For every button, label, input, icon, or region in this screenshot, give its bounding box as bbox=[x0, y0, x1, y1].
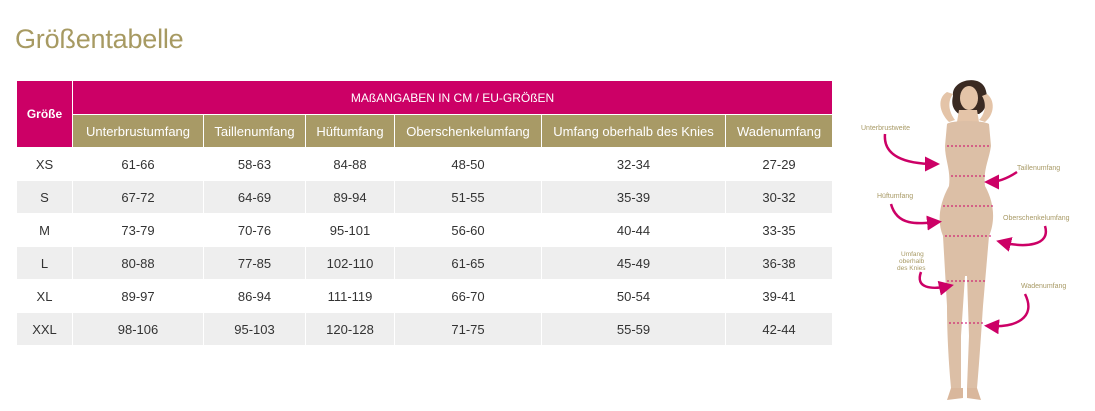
size-cell: S bbox=[16, 180, 73, 214]
value-cell: 55-59 bbox=[541, 312, 726, 346]
value-cell: 95-101 bbox=[305, 213, 395, 247]
value-cell: 86-94 bbox=[203, 279, 306, 313]
label-knee-line2: oberhalb bbox=[899, 258, 925, 265]
neck-shape bbox=[957, 110, 979, 122]
value-cell: 89-94 bbox=[305, 180, 395, 214]
value-cell: 66-70 bbox=[394, 279, 542, 313]
value-cell: 48-50 bbox=[394, 147, 542, 181]
value-cell: 27-29 bbox=[724, 147, 834, 181]
value-cell: 56-60 bbox=[394, 213, 542, 247]
column-header-waist: Taillenumfang bbox=[203, 114, 306, 148]
label-thigh: Oberschenkelumfang bbox=[1003, 215, 1070, 222]
value-cell: 51-55 bbox=[394, 180, 542, 214]
calf-arrow bbox=[984, 293, 1030, 335]
value-cell: 61-65 bbox=[394, 246, 542, 280]
size-chart-table: Größe MAßANGABEN IN CM / EU-GRÖßEN Unter… bbox=[16, 80, 834, 346]
size-column-header: Größe bbox=[16, 80, 73, 148]
knee-arrow bbox=[918, 271, 954, 296]
label-knee-line3: des Knies bbox=[897, 265, 926, 272]
column-header-row: Unterbrustumfang Taillenumfang Hüftumfan… bbox=[17, 114, 834, 148]
value-cell: 64-69 bbox=[203, 180, 306, 214]
table-row: L 80-88 77-85 102-110 61-65 45-49 36-38 bbox=[16, 246, 834, 280]
size-cell: XXL bbox=[16, 312, 73, 346]
face-shape bbox=[960, 86, 978, 110]
label-waist: Taillenumfang bbox=[1017, 165, 1060, 172]
left-foot-shape bbox=[947, 388, 963, 400]
size-cell: M bbox=[16, 213, 73, 247]
value-cell: 61-66 bbox=[72, 147, 204, 181]
value-cell: 67-72 bbox=[72, 180, 204, 214]
size-cell: XS bbox=[16, 147, 73, 181]
column-header-above-knee: Umfang oberhalb des Knies bbox=[541, 114, 726, 148]
label-underbust: Unterbrustweite bbox=[861, 125, 910, 132]
value-cell: 42-44 bbox=[724, 312, 834, 346]
thigh-arrow bbox=[996, 225, 1048, 252]
column-header-underbust: Unterbrustumfang bbox=[72, 114, 204, 148]
right-foot-shape bbox=[967, 388, 981, 400]
value-cell: 30-32 bbox=[724, 180, 834, 214]
right-arm-shape bbox=[979, 94, 993, 122]
value-cell: 89-97 bbox=[72, 279, 204, 313]
value-cell: 36-38 bbox=[724, 246, 834, 280]
label-hip: Hüftumfang bbox=[877, 193, 913, 200]
body-measurement-diagram: Unterbrustweite Taillenumfang Hüftumfang… bbox=[861, 80, 1070, 400]
value-cell: 95-103 bbox=[203, 312, 306, 346]
value-cell: 73-79 bbox=[72, 213, 204, 247]
value-cell: 98-106 bbox=[72, 312, 204, 346]
value-cell: 32-34 bbox=[541, 147, 726, 181]
table-row: XXL 98-106 95-103 120-128 71-75 55-59 42… bbox=[16, 312, 834, 346]
table-row: S 67-72 64-69 89-94 51-55 35-39 30-32 bbox=[16, 180, 834, 214]
value-cell: 111-119 bbox=[305, 279, 395, 313]
size-cell: L bbox=[16, 246, 73, 280]
value-cell: 80-88 bbox=[72, 246, 204, 280]
bodysuit-shape bbox=[939, 121, 994, 388]
value-cell: 102-110 bbox=[305, 246, 395, 280]
column-header-thigh: Oberschenkelumfang bbox=[394, 114, 542, 148]
underbust-arrow bbox=[883, 133, 940, 172]
value-cell: 58-63 bbox=[203, 147, 306, 181]
value-cell: 45-49 bbox=[541, 246, 726, 280]
value-cell: 70-76 bbox=[203, 213, 306, 247]
value-cell: 77-85 bbox=[203, 246, 306, 280]
measurements-group-header: MAßANGABEN IN CM / EU-GRÖßEN bbox=[71, 80, 834, 115]
size-cell: XL bbox=[16, 279, 73, 313]
value-cell: 84-88 bbox=[305, 147, 395, 181]
value-cell: 33-35 bbox=[724, 213, 834, 247]
waist-arrow bbox=[984, 170, 1018, 190]
column-header-hip: Hüftumfang bbox=[305, 114, 395, 148]
column-header-calf: Wadenumfang bbox=[724, 114, 834, 148]
label-knee-line1: Umfang bbox=[901, 251, 924, 258]
table-row: XL 89-97 86-94 111-119 66-70 50-54 39-41 bbox=[16, 279, 834, 313]
value-cell: 50-54 bbox=[541, 279, 726, 313]
hip-arrow bbox=[889, 203, 942, 231]
measurement-guide-figure: Unterbrustweite Taillenumfang Hüftumfang… bbox=[855, 76, 1095, 406]
label-calf: Wadenumfang bbox=[1021, 283, 1066, 290]
value-cell: 40-44 bbox=[541, 213, 726, 247]
left-arm-shape bbox=[940, 92, 955, 122]
table-row: XS 61-66 58-63 84-88 48-50 32-34 27-29 bbox=[16, 147, 834, 181]
table-row: M 73-79 70-76 95-101 56-60 40-44 33-35 bbox=[16, 213, 834, 247]
page-title: Größentabelle bbox=[15, 24, 184, 54]
value-cell: 71-75 bbox=[394, 312, 542, 346]
value-cell: 39-41 bbox=[724, 279, 834, 313]
value-cell: 120-128 bbox=[305, 312, 395, 346]
value-cell: 35-39 bbox=[541, 180, 726, 214]
